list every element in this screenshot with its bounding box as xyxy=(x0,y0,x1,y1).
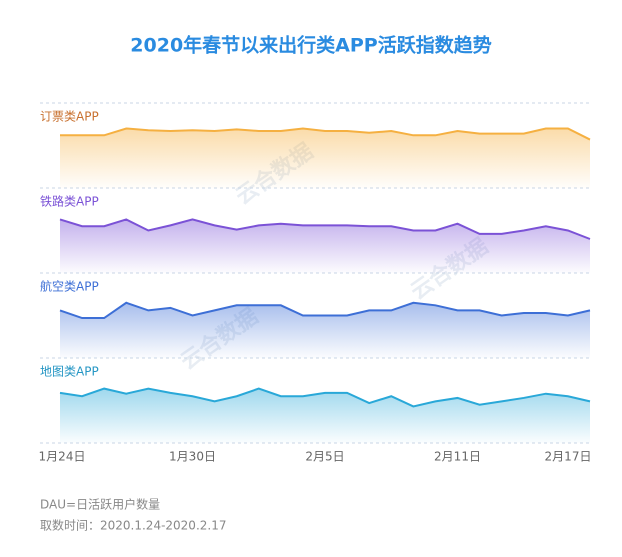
x-tick-label: 2月17日 xyxy=(545,450,592,464)
chart-title: 2020年春节以来出行类APP活跃指数趋势 xyxy=(130,34,491,57)
series-label: 铁路类APP xyxy=(40,194,99,209)
line xyxy=(59,301,591,320)
area xyxy=(60,128,590,188)
area xyxy=(60,219,590,273)
x-tick-label: 2月11日 xyxy=(434,450,481,464)
x-tick-label: 1月24日 xyxy=(39,450,86,464)
area xyxy=(60,302,590,358)
line xyxy=(59,218,591,240)
series-label: 航空类APP xyxy=(40,279,99,294)
area xyxy=(60,388,590,443)
line xyxy=(60,127,591,141)
x-tick-label: 2月5日 xyxy=(305,450,344,464)
series-label: 订票类APP xyxy=(40,110,99,124)
series-label: 地图类APP xyxy=(40,365,99,379)
note: 取数时间：2020.1.24-2020.2.17 xyxy=(40,518,226,533)
note: DAU=日活跃用户数量 xyxy=(40,497,160,512)
line xyxy=(59,387,591,408)
x-tick-label: 1月30日 xyxy=(169,450,216,464)
